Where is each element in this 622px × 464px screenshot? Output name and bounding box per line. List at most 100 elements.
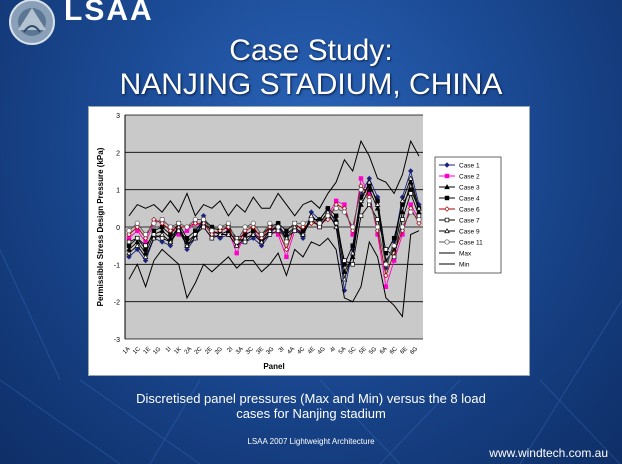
data-point-case-4	[333, 213, 339, 219]
data-point-case-9	[167, 239, 174, 245]
data-point-case-9	[151, 235, 157, 241]
data-point-case-7	[391, 254, 397, 260]
data-point-case-7	[242, 239, 248, 245]
legend-marker-case-9	[444, 228, 450, 234]
data-point-case-11	[143, 231, 149, 238]
data-point-case-1	[217, 235, 223, 241]
y-tick-label: -1	[114, 262, 120, 269]
data-point-case-11	[151, 220, 157, 226]
data-point-case-11	[267, 220, 273, 226]
data-point-case-11	[201, 216, 207, 223]
data-point-case-9	[258, 239, 265, 245]
data-point-case-4	[193, 228, 198, 233]
data-point-case-9	[134, 242, 141, 248]
data-point-case-6	[142, 235, 149, 241]
data-point-case-11	[217, 224, 223, 230]
x-tick-label: 5A	[338, 346, 347, 355]
data-point-case-2	[383, 284, 389, 289]
data-point-case-9	[192, 235, 199, 241]
data-point-case-11	[325, 213, 331, 219]
website-link[interactable]: www.windtech.com.au	[489, 446, 608, 460]
data-point-case-7	[358, 213, 364, 219]
data-point-case-11	[300, 220, 306, 226]
data-point-case-9	[225, 231, 232, 237]
legend-entry-case-4: Case 4	[459, 196, 480, 203]
data-point-case-4	[143, 247, 148, 252]
data-point-case-9	[341, 276, 348, 282]
x-axis-title: Panel	[263, 362, 284, 371]
data-point-case-1	[300, 235, 306, 241]
x-tick-label: 3C	[245, 346, 255, 356]
legend-marker-case-4	[444, 195, 450, 201]
data-point-case-2	[234, 250, 239, 256]
y-tick-label: 3	[116, 113, 120, 120]
x-tick-label: 2I	[227, 346, 235, 354]
data-point-case-9	[184, 242, 190, 248]
data-point-case-11	[350, 224, 356, 230]
data-point-case-1	[250, 235, 256, 241]
data-point-case-7	[400, 217, 405, 222]
data-point-case-6	[283, 246, 290, 253]
x-tick-label: 2C	[194, 346, 204, 356]
data-point-case-9	[374, 201, 381, 207]
data-point-case-6	[325, 216, 331, 223]
data-point-case-6	[250, 224, 256, 230]
data-point-case-2	[391, 258, 397, 263]
data-point-case-9	[175, 224, 182, 230]
data-point-case-11	[192, 216, 198, 223]
data-point-case-6	[416, 220, 422, 226]
data-point-case-4	[126, 243, 132, 248]
data-point-case-9	[366, 179, 373, 185]
x-tick-label: 4A	[287, 346, 296, 355]
data-point-case-6	[383, 272, 389, 279]
legend-entry-case-9: Case 9	[459, 229, 480, 236]
data-point-case-11	[176, 220, 182, 226]
data-point-case-9	[333, 224, 339, 230]
data-point-case-7	[408, 191, 413, 196]
legend-entry-case-3: Case 3	[459, 185, 480, 192]
legend-entry-min: Min	[459, 262, 470, 269]
data-point-case-1	[142, 257, 149, 264]
data-point-case-7	[342, 258, 347, 263]
data-point-case-11	[375, 224, 381, 230]
slide-title-line1: Case Study:	[229, 34, 393, 67]
data-point-case-7	[159, 235, 165, 241]
data-point-case-4	[408, 187, 413, 192]
data-point-case-7	[126, 239, 132, 245]
data-point-case-11	[275, 224, 281, 230]
data-point-case-3	[399, 209, 406, 215]
data-point-case-6	[350, 228, 356, 234]
data-point-case-11	[167, 224, 173, 230]
series-line-max	[128, 139, 420, 217]
legend-marker-case-7	[444, 217, 450, 223]
y-tick-label: 2	[116, 150, 120, 157]
data-point-case-11	[391, 243, 397, 249]
data-point-case-4	[284, 228, 289, 233]
legend-entry-case-6: Case 6	[459, 207, 480, 214]
data-point-case-6	[300, 224, 306, 230]
data-point-case-7	[209, 235, 215, 241]
data-point-case-6	[159, 220, 165, 226]
x-tick-label: 3A	[235, 346, 244, 355]
x-tick-label: 3G	[266, 346, 276, 356]
x-tick-label: 4G	[317, 346, 327, 356]
data-point-case-11	[416, 216, 422, 223]
data-point-case-7	[383, 247, 389, 252]
data-point-case-11	[358, 187, 364, 193]
data-point-case-11	[408, 209, 414, 215]
legend-entry-case-2: Case 2	[459, 174, 480, 181]
legend-entry-case-11: Case 11	[459, 240, 483, 247]
legend-marker-case-6	[444, 206, 450, 212]
slide-title-line2: NANJING STADIUM, CHINA	[119, 68, 503, 101]
data-point-case-4	[151, 228, 157, 233]
data-point-case-7	[350, 262, 355, 267]
data-point-case-2	[358, 176, 364, 181]
x-tick-label: 5E	[358, 346, 367, 355]
series-line-case-9	[128, 177, 420, 280]
data-point-case-4	[184, 235, 190, 241]
data-point-case-11	[159, 216, 165, 223]
data-point-case-4	[342, 262, 347, 267]
data-point-case-11	[383, 261, 389, 267]
x-tick-label: 1K	[173, 346, 182, 355]
data-point-case-9	[142, 253, 149, 259]
